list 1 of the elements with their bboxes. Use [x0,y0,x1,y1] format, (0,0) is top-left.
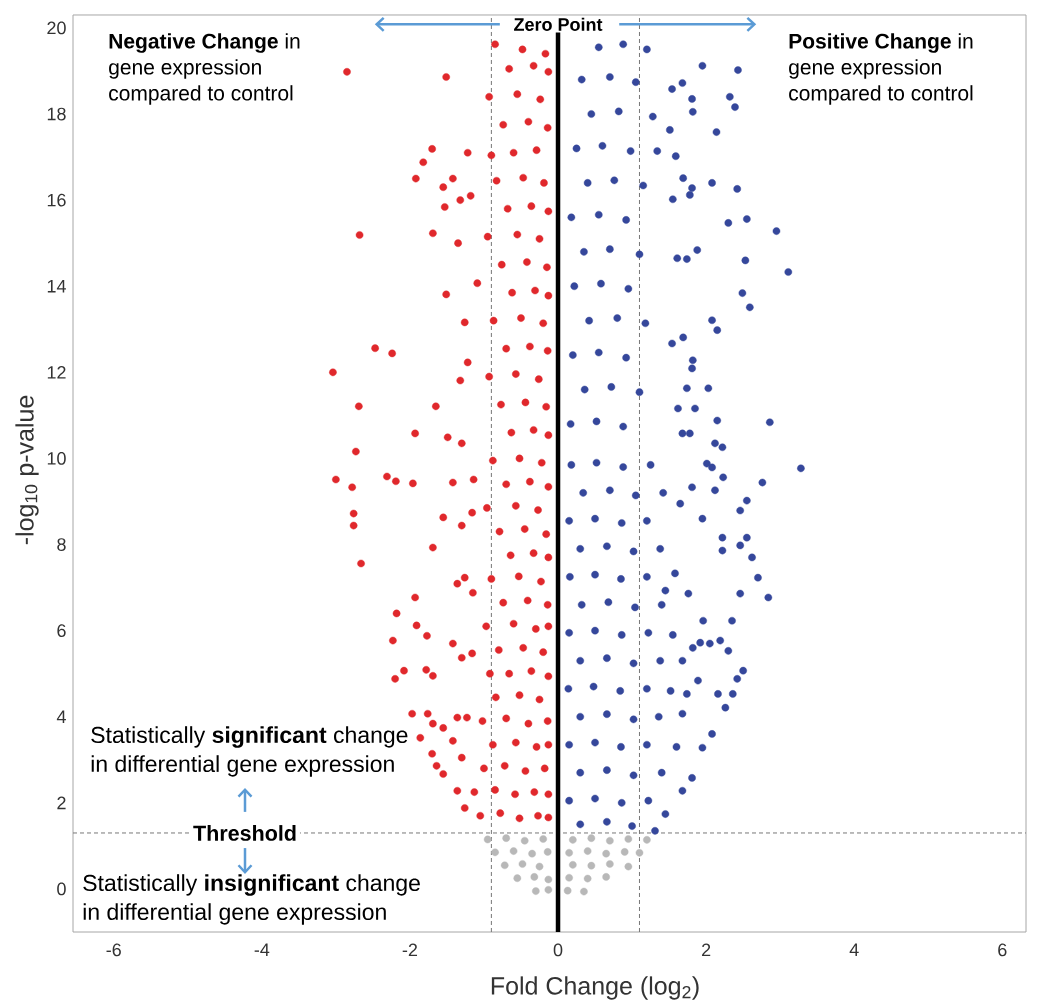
x-tick-label: 6 [998,943,1007,957]
